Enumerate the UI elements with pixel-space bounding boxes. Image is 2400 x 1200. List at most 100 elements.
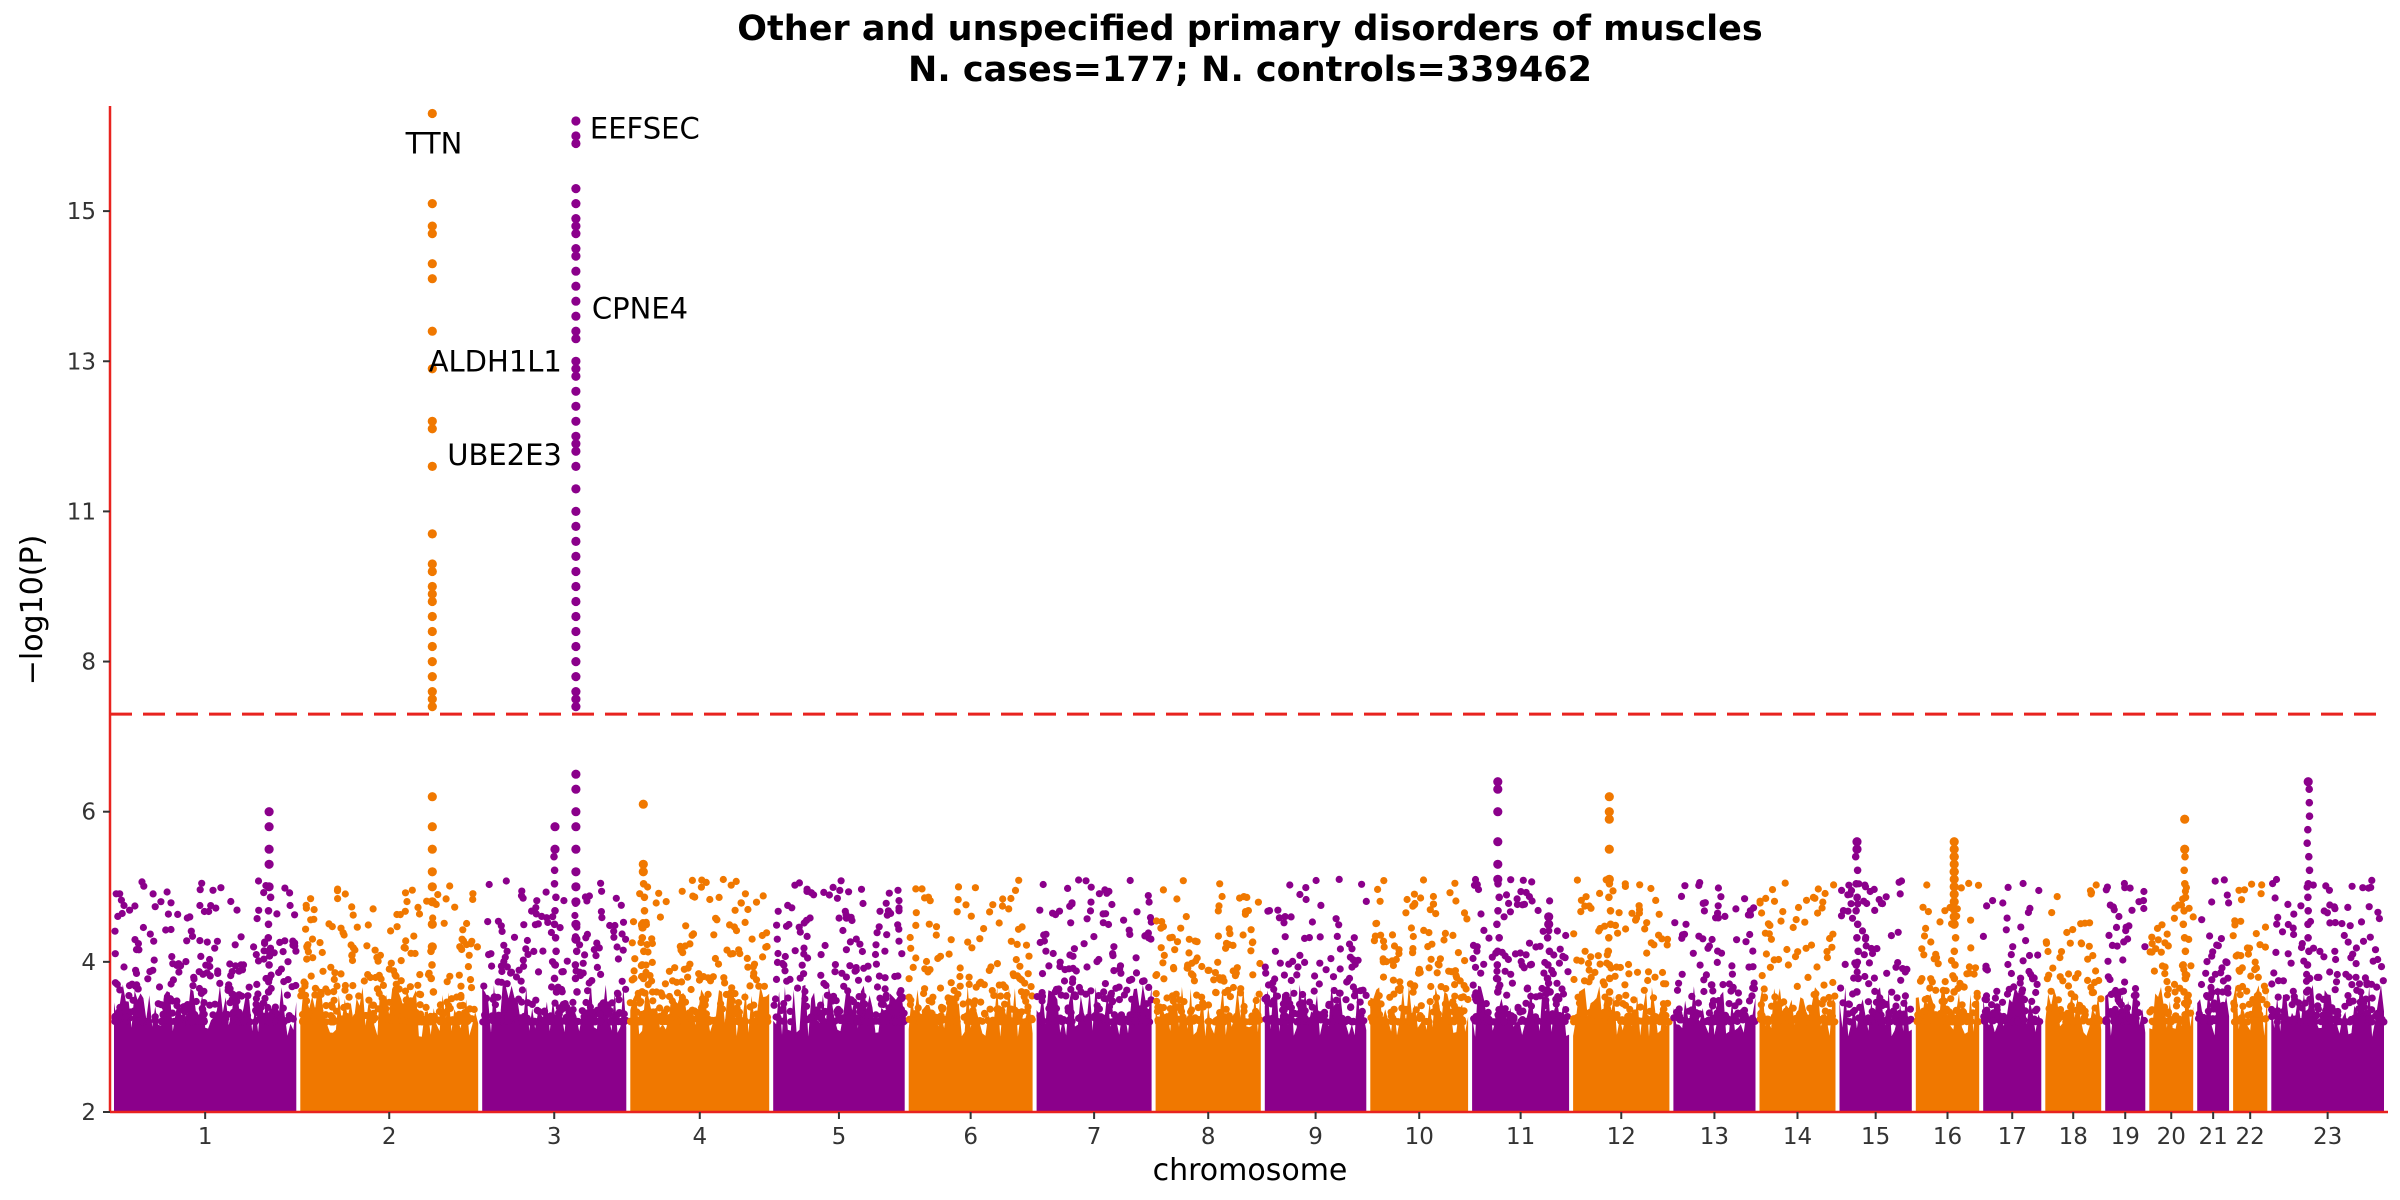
snp-point [1622, 991, 1630, 999]
snp-point [905, 1015, 913, 1024]
snp-point [2089, 988, 2098, 997]
snp-point [802, 1002, 811, 1010]
snp-point [131, 902, 139, 910]
snp-point [146, 930, 154, 938]
snp-point [233, 906, 241, 914]
snp-point [860, 964, 868, 972]
snp-point [2203, 958, 2211, 966]
snp-point [264, 859, 274, 869]
snp-point [1781, 879, 1789, 887]
snp-point [122, 1013, 130, 1021]
snp-point [1132, 1005, 1140, 1013]
snp-point [2278, 928, 2287, 936]
snp-point [592, 952, 600, 960]
snp-point [1147, 996, 1155, 1004]
snp-point [2263, 1000, 2271, 1009]
snp-point [1575, 999, 1584, 1007]
snp-point [321, 1018, 329, 1026]
snp-point [639, 880, 648, 888]
snp-point [914, 1004, 922, 1012]
snp-point [1126, 1011, 1134, 1019]
snp-point [427, 199, 437, 209]
snp-point [848, 916, 856, 925]
snp-point [480, 982, 488, 990]
snp-point [309, 954, 317, 962]
snp-point [638, 859, 648, 869]
snp-point [2097, 995, 2105, 1003]
snp-point [1949, 874, 1959, 884]
snp-point [134, 985, 142, 993]
snp-point [2110, 989, 2118, 997]
snp-point [1112, 984, 1120, 992]
snp-point [706, 895, 714, 904]
snp-point [1914, 1015, 1922, 1023]
snp-point [2344, 938, 2352, 946]
snp-point [1663, 1018, 1671, 1026]
snp-point [211, 944, 219, 952]
snp-point [1348, 945, 1356, 953]
snp-point [1064, 1007, 1072, 1015]
snp-point [266, 893, 275, 902]
snp-point [2033, 1005, 2041, 1013]
snp-point [825, 891, 834, 899]
snp-point [1544, 919, 1554, 929]
snp-point [1854, 947, 1862, 956]
snp-point [2252, 964, 2260, 972]
snp-point [1471, 963, 1480, 971]
snp-point [1742, 938, 1750, 946]
snp-point [2208, 976, 2216, 984]
snp-point [245, 983, 253, 991]
snp-point [2220, 876, 2228, 884]
snp-point [1705, 1009, 1713, 1017]
snp-point [699, 995, 707, 1003]
snp-point [376, 951, 384, 959]
snp-point [1362, 991, 1370, 1000]
snp-point [364, 921, 372, 929]
snp-point [1558, 1013, 1567, 1022]
snp-point [2305, 866, 2314, 875]
snp-point [673, 1018, 681, 1026]
snp-point [259, 1016, 267, 1024]
snp-point [2067, 1002, 2075, 1010]
snp-point [289, 941, 297, 949]
snp-point [2056, 1006, 2065, 1014]
snp-point [1028, 1016, 1036, 1024]
snp-point [481, 1018, 489, 1026]
snp-point [968, 944, 976, 952]
snp-point [1396, 986, 1404, 995]
snp-point [203, 938, 211, 946]
snp-point [1003, 992, 1011, 1000]
snp-point [2180, 934, 2189, 942]
snp-point [571, 641, 581, 652]
snp-point [1024, 1003, 1032, 1011]
snp-point [1527, 960, 1536, 969]
chromosome-12-points [1570, 876, 1673, 1112]
snp-point [428, 961, 436, 969]
snp-point [2126, 884, 2134, 892]
snp-point [453, 1018, 461, 1026]
snp-point [1671, 919, 1679, 927]
snp-point [1949, 912, 1959, 922]
snp-point [2229, 932, 2237, 940]
snp-point [443, 978, 451, 986]
snp-point [906, 933, 914, 942]
chromosome-7-points [1033, 876, 1155, 1112]
snp-point [2284, 950, 2292, 958]
data-points [111, 108, 2388, 1112]
snp-point [250, 943, 258, 951]
snp-point [1663, 941, 1671, 949]
snp-point [1965, 963, 1973, 971]
snp-point [571, 214, 581, 224]
snp-point [691, 893, 699, 901]
snp-point [847, 996, 855, 1004]
snp-point [1157, 924, 1165, 932]
snp-point [615, 996, 623, 1004]
snp-point [728, 997, 737, 1005]
snp-point [571, 326, 581, 336]
snp-point [463, 919, 471, 928]
snp-point [1993, 987, 2001, 995]
snp-point [648, 977, 656, 985]
snp-point [1442, 1018, 1450, 1026]
snp-point [2056, 954, 2064, 962]
snp-point [1621, 981, 1629, 989]
